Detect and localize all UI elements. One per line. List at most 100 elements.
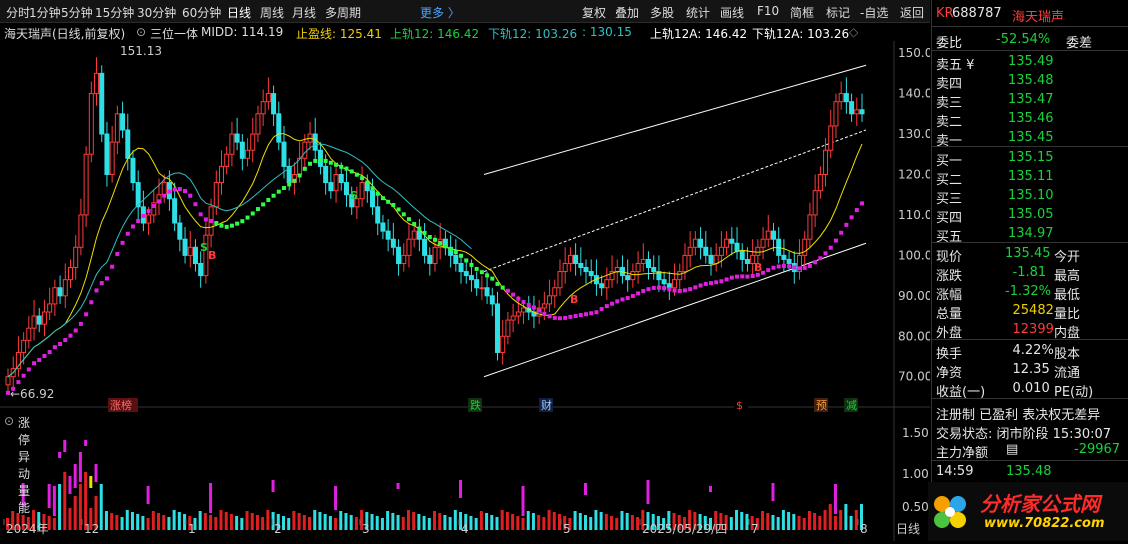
- indicator-name[interactable]: 三位一体: [150, 27, 199, 41]
- trend-dot: [610, 301, 615, 306]
- stat-label-2: 量比: [1054, 307, 1081, 322]
- toolbar-button-6[interactable]: 简框: [790, 6, 815, 20]
- volume-bar: [792, 514, 796, 530]
- toolbar-button-8[interactable]: -自选: [860, 6, 889, 20]
- volume-bar: [839, 510, 843, 530]
- trend-dot: [787, 264, 792, 269]
- candle-body: [552, 287, 558, 297]
- period-tab-0[interactable]: 分时: [6, 6, 31, 20]
- trend-dot: [667, 287, 672, 292]
- volume-spike: [94, 464, 98, 482]
- toolbar-button-2[interactable]: 多股: [650, 6, 675, 20]
- trend-dot: [167, 189, 172, 194]
- event-tag[interactable]: $: [736, 399, 743, 412]
- wei-bi-value: -52.54%: [996, 32, 1051, 47]
- period-tab-7[interactable]: 周线: [260, 6, 285, 20]
- candle-body: [416, 230, 422, 240]
- candle-body: [812, 190, 818, 216]
- trend-dot: [318, 158, 323, 163]
- candle-body: [343, 182, 349, 196]
- candle-body: [859, 109, 865, 115]
- period-tab-9[interactable]: 多周期: [325, 6, 362, 20]
- candle-body: [489, 295, 495, 305]
- candle-body: [109, 141, 115, 175]
- trend-dot: [427, 234, 432, 239]
- candle-body: [750, 254, 756, 264]
- event-tag[interactable]: 跌: [470, 398, 481, 412]
- candle-body: [94, 72, 100, 95]
- period-tab-4[interactable]: 30分钟: [137, 6, 177, 20]
- candle-body: [422, 238, 428, 256]
- date-tick: 1: [188, 522, 196, 536]
- volume-bar: [130, 512, 134, 530]
- candle-body: [396, 246, 402, 264]
- trend-dot: [531, 305, 536, 310]
- main-chart[interactable]: 150.00 140.00 130.00 120.00 110.00 100.00 90.0…: [0, 41, 930, 541]
- volume-bar: [459, 512, 463, 530]
- candle-body: [219, 165, 224, 184]
- toolbar-button-5[interactable]: F10: [757, 4, 780, 18]
- period-toolbar: 分时 1分钟 5分钟 15分钟 30分钟 60分钟 日线 周线 月线 多周期 更多 〉 复权 叠加 多股统…: [0, 0, 930, 23]
- volume-bar: [438, 513, 442, 530]
- toolbar-button-3[interactable]: 统计: [686, 6, 711, 20]
- volume-bar: [563, 516, 567, 530]
- period-tab-8[interactable]: 月线: [292, 6, 317, 20]
- toolbar-button-0[interactable]: 复权: [582, 6, 607, 20]
- chevron-down-icon[interactable]: ⊙: [4, 414, 15, 428]
- trend-dot: [32, 361, 37, 366]
- upper12a-value: 上轨12A: 146.42: [650, 27, 748, 41]
- volume-bar: [787, 512, 791, 530]
- candle-body: [786, 258, 792, 264]
- trend-dot: [198, 212, 203, 217]
- event-tag[interactable]: 减: [846, 399, 857, 412]
- candle-body: [380, 222, 386, 232]
- trend-dot: [724, 277, 729, 282]
- period-tab-3[interactable]: 15分钟: [95, 6, 135, 20]
- volume-bar: [313, 510, 317, 530]
- toolbar-button-7[interactable]: 标记: [826, 6, 851, 20]
- settings-icon[interactable]: ⊙: [136, 25, 147, 39]
- candle-body: [453, 254, 459, 264]
- candle-body: [198, 262, 204, 277]
- stat-value: 4.22%: [1012, 343, 1054, 358]
- toolbar-button-1[interactable]: 叠加: [615, 6, 640, 20]
- trend-dot: [781, 263, 786, 268]
- trend-dot: [235, 221, 240, 226]
- volume-bar: [427, 518, 431, 530]
- event-tag[interactable]: 财: [541, 398, 552, 412]
- volume-bar: [599, 512, 603, 530]
- trend-dot: [219, 223, 224, 228]
- toolbar-button-9[interactable]: 返回: [900, 6, 925, 20]
- ma-cyan-line: [7, 143, 472, 378]
- period-tab-1[interactable]: 1分钟: [29, 6, 61, 20]
- toolbar-button-4[interactable]: 画线: [720, 6, 745, 20]
- trend-dot: [68, 333, 73, 338]
- event-tag[interactable]: 涨榜: [110, 398, 132, 412]
- period-tab-6[interactable]: 日线: [227, 6, 252, 20]
- period-tab-2[interactable]: 5分钟: [61, 6, 93, 20]
- collapse-icon[interactable]: ◇: [849, 25, 859, 39]
- bid-row: 买二 135.11: [932, 167, 1128, 188]
- volume-bar: [146, 518, 150, 530]
- trend-dot: [162, 193, 167, 198]
- flower-icon: [934, 496, 966, 528]
- candle-body: [78, 214, 84, 248]
- channel-lower-line: [483, 242, 867, 378]
- signal-marker: B: [754, 261, 762, 274]
- trend-dot: [630, 294, 635, 299]
- volume-bar: [479, 511, 483, 530]
- more-periods-button[interactable]: 更多 〉: [420, 6, 460, 20]
- volume-bar: [797, 516, 801, 530]
- event-tag[interactable]: 预: [816, 399, 827, 412]
- candle-body: [541, 303, 547, 309]
- trend-dot: [557, 316, 562, 321]
- bid-row: 买一 135.15: [932, 148, 1128, 169]
- trend-dot: [375, 191, 380, 196]
- volume-bar: [693, 512, 697, 530]
- candle-body: [177, 222, 183, 240]
- period-tab-5[interactable]: 60分钟: [182, 6, 222, 20]
- volume-bar: [594, 510, 598, 530]
- bid-price: 135.05: [1008, 207, 1054, 222]
- volume-bar: [391, 513, 395, 530]
- candle-body: [802, 238, 808, 256]
